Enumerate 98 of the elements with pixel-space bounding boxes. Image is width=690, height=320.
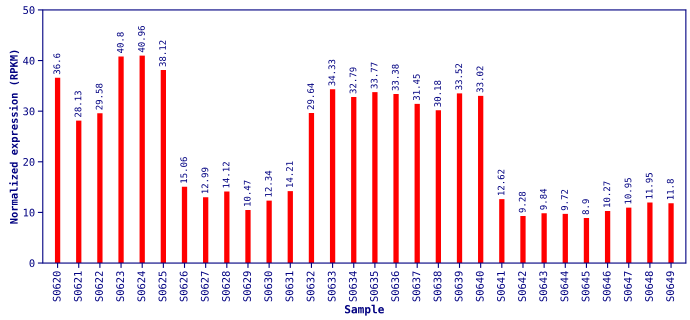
x-tick-label: S0621 xyxy=(74,271,82,302)
data-label: 29.64 xyxy=(307,83,314,110)
data-label: 33.52 xyxy=(455,64,462,90)
bar xyxy=(203,197,208,264)
x-tick-label: S0628 xyxy=(222,271,230,302)
data-label: 38.12 xyxy=(159,40,166,66)
x-tick-label: S0635 xyxy=(370,272,378,302)
x-tick-label: S0626 xyxy=(180,271,188,302)
bar xyxy=(372,92,378,264)
bar xyxy=(266,200,272,264)
y-tick-label: 20 xyxy=(23,158,34,166)
x-tick-label: S0636 xyxy=(391,271,400,302)
data-label: 40.96 xyxy=(138,26,145,52)
x-tick-label: S0639 xyxy=(454,271,463,302)
bar xyxy=(626,208,632,264)
bar xyxy=(499,199,504,264)
x-tick-label: S0647 xyxy=(624,271,632,302)
bar xyxy=(668,203,674,264)
x-tick-label: S0646 xyxy=(602,271,611,302)
bar xyxy=(288,191,293,264)
bar xyxy=(182,186,188,264)
data-label: 40.8 xyxy=(116,32,124,54)
x-tick-label: S0632 xyxy=(306,272,314,302)
data-label: 33.02 xyxy=(476,66,484,92)
data-label: 32.79 xyxy=(350,67,356,94)
data-label: 10.27 xyxy=(603,182,610,207)
x-tick-label: S0624 xyxy=(137,271,146,302)
data-label: 12.99 xyxy=(201,168,208,194)
data-label: 30.18 xyxy=(434,80,441,107)
x-tick-label: S0640 xyxy=(476,271,484,302)
y-tick-label: 10 xyxy=(24,208,34,217)
data-label: 33.77 xyxy=(370,62,378,88)
bar xyxy=(562,214,568,264)
x-tick-label: S0648 xyxy=(645,271,653,302)
y-tick-label: 30 xyxy=(23,107,34,116)
data-label: 8.9 xyxy=(582,199,590,214)
data-label: 33.38 xyxy=(392,64,399,90)
bar xyxy=(118,56,124,264)
x-tick-label: S0641 xyxy=(496,271,505,302)
data-label: 14.21 xyxy=(286,162,293,187)
data-label: 12.34 xyxy=(264,170,272,196)
bar xyxy=(76,120,82,264)
y-tick-label: 0 xyxy=(30,259,34,268)
bar xyxy=(436,110,442,264)
data-label: 29.58 xyxy=(96,84,103,110)
bar xyxy=(541,213,547,264)
bar xyxy=(351,97,356,264)
x-tick-label: S0637 xyxy=(412,271,420,302)
data-label: 10.47 xyxy=(244,180,251,206)
y-tick-label: 40 xyxy=(23,56,34,65)
bar xyxy=(97,113,103,264)
x-tick-label: S0638 xyxy=(434,271,442,302)
x-tick-label: S0642 xyxy=(518,272,526,302)
x-tick-label: S0620 xyxy=(52,271,61,302)
y-tick-label: 50 xyxy=(23,6,34,14)
data-label: 31.45 xyxy=(413,74,420,100)
bar xyxy=(160,70,166,264)
x-tick-label: S0644 xyxy=(560,271,568,302)
bar xyxy=(308,112,314,264)
data-label: 10.95 xyxy=(624,178,632,204)
data-label: 15.06 xyxy=(180,157,188,183)
bar xyxy=(393,94,399,264)
bar xyxy=(54,78,60,264)
bar xyxy=(245,210,251,264)
x-axis-title: Sample xyxy=(344,304,384,316)
bar xyxy=(330,89,336,264)
x-tick-label: S0622 xyxy=(95,272,103,302)
bar xyxy=(478,96,484,264)
x-tick-label: S0629 xyxy=(243,271,252,302)
data-label: 28.13 xyxy=(74,91,82,117)
bar xyxy=(224,192,230,264)
data-label: 11.95 xyxy=(646,173,653,198)
data-label: 12.62 xyxy=(498,170,504,196)
bar xyxy=(456,93,462,264)
bar xyxy=(414,104,420,264)
data-label: 9.84 xyxy=(540,188,547,210)
data-label: 34.33 xyxy=(328,60,336,86)
data-label: 14.12 xyxy=(222,162,230,188)
bar xyxy=(584,218,590,264)
data-label: 9.28 xyxy=(518,192,526,212)
x-tick-label: S0645 xyxy=(582,272,590,302)
bar xyxy=(140,56,145,264)
x-tick-label: S0633 xyxy=(328,271,336,302)
x-tick-label: S0643 xyxy=(539,271,548,302)
data-label: 36.6 xyxy=(53,54,60,74)
x-tick-label: S0623 xyxy=(116,271,124,302)
data-label: 9.72 xyxy=(561,190,568,210)
bar xyxy=(604,211,610,264)
x-tick-label: S0634 xyxy=(348,271,357,302)
x-tick-label: S0625 xyxy=(158,272,166,302)
bar xyxy=(520,216,526,264)
x-tick-label: S0627 xyxy=(200,271,209,302)
y-axis-title: Normalized expression (RPKM) xyxy=(9,50,20,224)
x-tick-label: S0630 xyxy=(264,271,272,302)
data-label: 11.8 xyxy=(666,179,674,200)
x-tick-label: S0649 xyxy=(666,271,674,302)
x-tick-label: S0631 xyxy=(285,271,294,302)
bar xyxy=(647,202,653,264)
